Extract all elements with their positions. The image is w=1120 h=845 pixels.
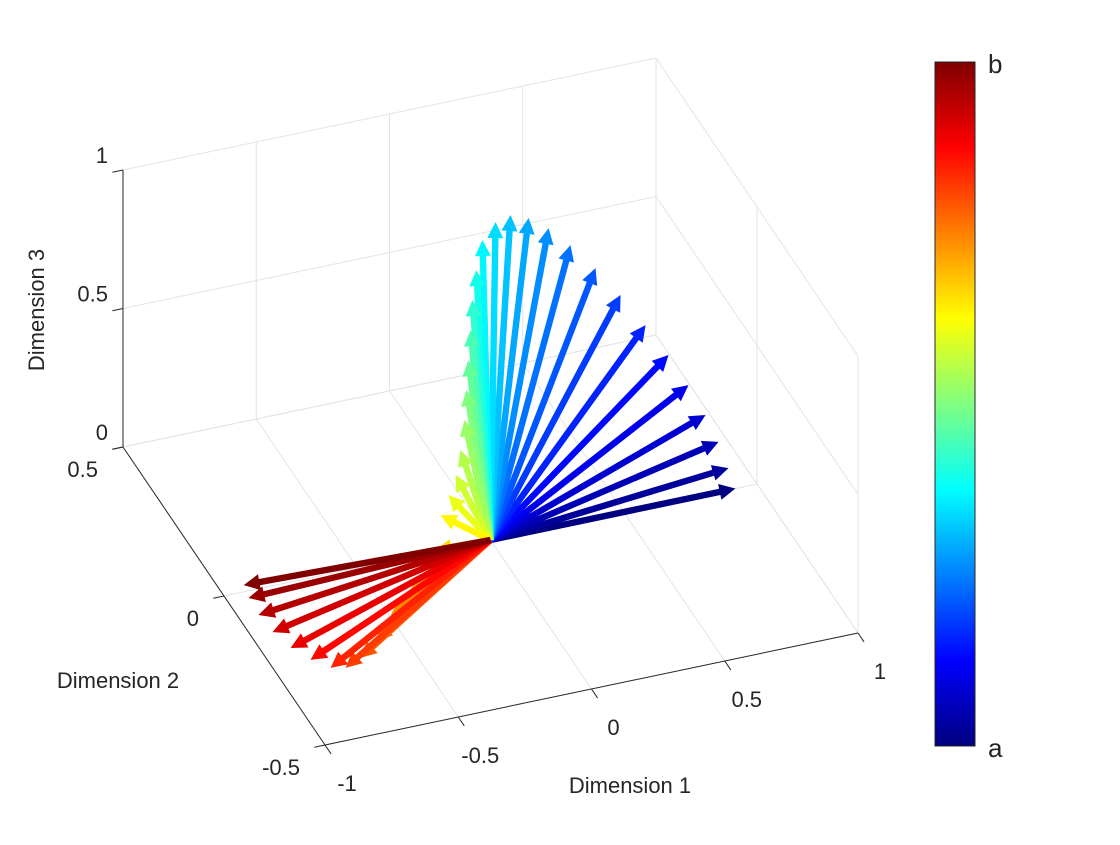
y-tick-label: -0.5 <box>262 755 300 780</box>
x-tick-label: 1 <box>874 659 886 684</box>
x-tick <box>457 716 465 727</box>
z-tick-label: 0 <box>96 420 108 445</box>
arrow <box>488 415 706 543</box>
arrows <box>243 215 736 668</box>
arrow <box>487 295 621 542</box>
arrow <box>310 537 493 660</box>
colorbar-label: b <box>988 49 1002 79</box>
y-tick <box>314 744 326 748</box>
arrow <box>460 420 494 541</box>
arrow <box>455 475 494 542</box>
arrow <box>487 245 574 541</box>
arrow <box>440 515 492 543</box>
grid-line <box>655 57 859 357</box>
y-tick <box>213 595 225 599</box>
arrow <box>488 355 669 543</box>
x-tick-label: 0 <box>607 715 619 740</box>
x-tick <box>724 660 732 671</box>
x-tick <box>857 632 865 643</box>
arrow <box>488 385 689 543</box>
arrow <box>330 537 493 668</box>
grid-line <box>122 196 657 309</box>
arrow <box>489 440 719 543</box>
x-tick <box>324 744 332 755</box>
arrow <box>243 536 492 591</box>
z-tick <box>112 308 124 312</box>
arrow <box>487 268 598 542</box>
grid-line <box>122 57 657 171</box>
arrow <box>487 325 646 542</box>
arrow <box>448 495 493 543</box>
y-tick-label: 0.5 <box>67 457 98 482</box>
z-axis-label: Dimension 3 <box>24 249 49 371</box>
arrow <box>258 537 492 618</box>
arrow <box>487 217 535 541</box>
grid-line <box>655 196 859 495</box>
arrow <box>487 228 554 541</box>
z-tick <box>112 169 124 173</box>
z-tick-label: 1 <box>96 143 108 168</box>
colorbar-label: a <box>988 733 1003 763</box>
colorbar <box>934 61 976 747</box>
x-tick <box>591 688 598 699</box>
grid-line <box>122 334 657 448</box>
x-tick-label: -1 <box>337 771 357 796</box>
z-tick <box>112 446 124 450</box>
x-tick-label: -0.5 <box>461 743 499 768</box>
axes: -1 -0.5 0 0.5 1 -0.5 0 0.5 0 0.5 1 <box>67 143 886 796</box>
y-axis-label: Dimension 2 <box>57 668 179 693</box>
arrow <box>489 465 729 544</box>
arrow <box>457 449 494 541</box>
x-axis-label: Dimension 1 <box>569 773 691 798</box>
arrow <box>272 537 492 634</box>
z-tick-label: 0.5 <box>77 281 108 306</box>
arrow <box>290 537 492 648</box>
x-tick-label: 0.5 <box>731 687 762 712</box>
y-tick-label: 0 <box>187 606 199 631</box>
grid-line <box>655 334 859 634</box>
arrow <box>489 484 736 544</box>
